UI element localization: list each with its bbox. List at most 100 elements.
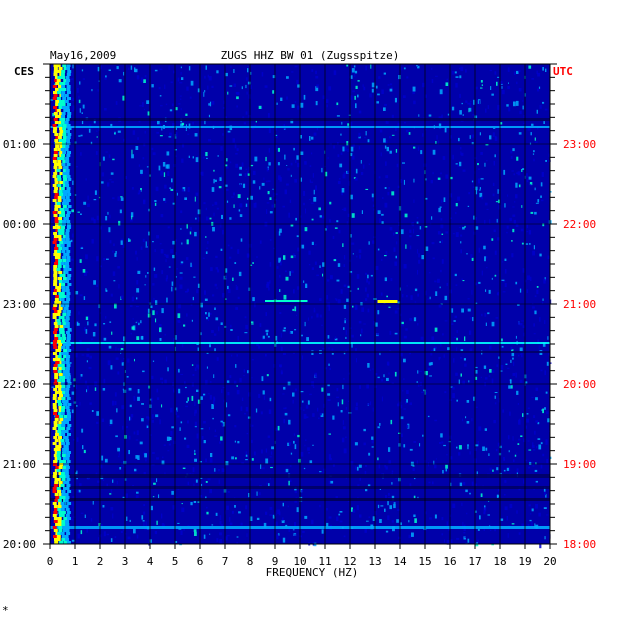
noise-speck xyxy=(543,507,547,509)
noise-speck xyxy=(309,460,313,464)
noise-speck xyxy=(525,459,527,462)
noise-speck xyxy=(501,86,503,89)
noise-speck xyxy=(223,468,226,472)
noise-speck xyxy=(530,521,533,526)
noise-speck xyxy=(189,473,191,475)
noise-speck xyxy=(139,105,142,107)
noise-speck xyxy=(234,440,236,443)
noise-speck xyxy=(70,78,74,80)
noise-speck xyxy=(125,493,128,498)
noise-speck xyxy=(135,495,139,499)
noise-speck xyxy=(101,455,104,461)
noise-speck xyxy=(480,493,483,497)
noise-speck xyxy=(293,440,295,444)
noise-speck xyxy=(251,377,253,379)
noise-speck xyxy=(328,86,332,91)
low-freq-cell xyxy=(65,262,69,265)
noise-speck xyxy=(144,453,147,458)
low-freq-cell xyxy=(66,241,71,244)
noise-speck xyxy=(76,323,80,326)
noise-speck xyxy=(167,450,170,452)
noise-speck xyxy=(471,134,474,138)
low-freq-cell xyxy=(65,145,70,148)
noise-speck xyxy=(319,265,321,268)
noise-speck xyxy=(162,456,164,459)
noise-speck xyxy=(260,106,263,110)
low-freq-cell xyxy=(61,379,66,382)
low-freq-cell xyxy=(64,166,69,169)
noise-speck xyxy=(161,460,165,465)
noise-speck xyxy=(471,257,474,261)
low-freq-cell xyxy=(61,406,66,409)
noise-speck xyxy=(430,352,433,356)
noise-speck xyxy=(196,344,199,345)
noise-speck xyxy=(414,301,417,303)
noise-speck xyxy=(379,218,382,223)
noise-speck xyxy=(272,75,276,79)
noise-speck xyxy=(526,289,529,293)
noise-speck xyxy=(236,354,238,357)
noise-speck xyxy=(219,441,222,444)
noise-speck xyxy=(114,133,116,135)
low-freq-cell xyxy=(53,268,58,271)
x-tick-label: 0 xyxy=(47,555,54,568)
noise-speck xyxy=(328,433,331,435)
noise-speck xyxy=(432,481,434,485)
noise-speck xyxy=(346,298,349,302)
noise-speck xyxy=(354,73,356,78)
noise-speck xyxy=(319,298,322,301)
noise-speck xyxy=(437,140,439,145)
low-freq-cell xyxy=(62,295,67,298)
noise-speck xyxy=(282,537,286,543)
noise-speck xyxy=(512,373,516,376)
noise-speck xyxy=(106,533,110,536)
noise-speck xyxy=(159,95,162,97)
noise-speck xyxy=(462,169,466,172)
noise-speck xyxy=(545,493,547,498)
noise-speck xyxy=(492,182,495,186)
noise-speck xyxy=(207,74,209,78)
low-freq-cell xyxy=(60,244,65,247)
noise-speck xyxy=(159,243,162,245)
noise-speck xyxy=(268,287,270,291)
noise-speck xyxy=(500,364,504,370)
noise-speck xyxy=(489,369,492,373)
low-freq-cell xyxy=(52,97,57,100)
noise-speck xyxy=(165,277,168,282)
noise-speck xyxy=(195,479,198,483)
low-freq-cell xyxy=(56,97,61,100)
noise-speck xyxy=(329,201,332,205)
noise-speck xyxy=(175,127,177,130)
low-freq-cell xyxy=(58,139,63,142)
noise-speck xyxy=(503,169,506,175)
noise-speck xyxy=(151,84,154,88)
noise-speck xyxy=(226,402,228,408)
noise-speck xyxy=(425,371,428,376)
spectrogram-plot-area xyxy=(49,63,552,549)
noise-speck xyxy=(133,529,136,534)
noise-speck xyxy=(282,517,284,521)
noise-speck xyxy=(130,414,134,418)
noise-speck xyxy=(307,400,310,405)
noise-speck xyxy=(206,247,209,249)
noise-speck xyxy=(123,358,125,360)
noise-speck xyxy=(455,163,458,165)
noise-speck xyxy=(420,150,423,155)
noise-speck xyxy=(158,494,160,499)
low-freq-cell xyxy=(59,151,64,154)
noise-speck xyxy=(453,320,456,322)
noise-speck xyxy=(115,346,117,351)
noise-speck xyxy=(171,490,174,495)
noise-speck xyxy=(341,188,345,193)
noise-speck xyxy=(358,320,362,324)
noise-speck xyxy=(172,505,176,510)
low-freq-cell xyxy=(61,112,66,115)
low-freq-cell xyxy=(67,403,72,406)
noise-speck xyxy=(493,127,496,129)
noise-speck xyxy=(343,378,345,380)
noise-speck xyxy=(177,319,181,323)
noise-speck xyxy=(151,464,155,466)
noise-speck xyxy=(148,208,150,212)
x-tick-label: 13 xyxy=(368,555,381,568)
noise-speck xyxy=(518,70,521,72)
